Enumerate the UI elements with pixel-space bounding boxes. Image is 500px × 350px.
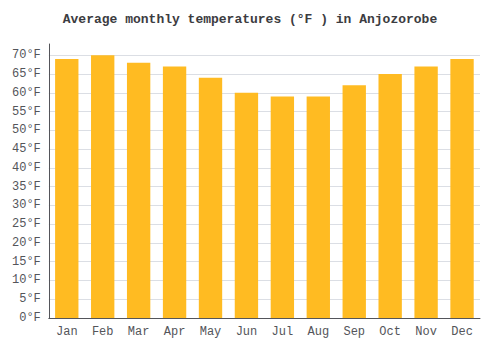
svg-text:Jun: Jun (236, 325, 258, 339)
svg-text:55°F: 55°F (12, 105, 41, 119)
svg-text:35°F: 35°F (12, 180, 41, 194)
svg-text:Apr: Apr (164, 325, 186, 339)
svg-text:45°F: 45°F (12, 142, 41, 156)
svg-text:Mar: Mar (128, 325, 150, 339)
svg-text:50°F: 50°F (12, 123, 41, 137)
svg-text:Sep: Sep (343, 325, 365, 339)
svg-text:Average monthly temperatures (: Average monthly temperatures (°F ) in An… (63, 12, 438, 27)
svg-text:Nov: Nov (415, 325, 437, 339)
svg-text:65°F: 65°F (12, 67, 41, 81)
svg-text:10°F: 10°F (12, 273, 41, 287)
svg-text:70°F: 70°F (12, 48, 41, 62)
svg-text:Dec: Dec (451, 325, 473, 339)
svg-text:Jan: Jan (56, 325, 78, 339)
svg-text:15°F: 15°F (12, 255, 41, 269)
svg-text:Feb: Feb (92, 325, 114, 339)
svg-text:Jul: Jul (272, 325, 294, 339)
svg-text:60°F: 60°F (12, 86, 41, 100)
svg-text:40°F: 40°F (12, 161, 41, 175)
svg-text:20°F: 20°F (12, 236, 41, 250)
svg-text:30°F: 30°F (12, 198, 41, 212)
svg-text:0°F: 0°F (19, 311, 41, 325)
svg-text:5°F: 5°F (19, 292, 41, 306)
svg-text:Oct: Oct (379, 325, 401, 339)
svg-text:Aug: Aug (307, 325, 329, 339)
svg-text:May: May (200, 325, 222, 339)
svg-text:25°F: 25°F (12, 217, 41, 231)
